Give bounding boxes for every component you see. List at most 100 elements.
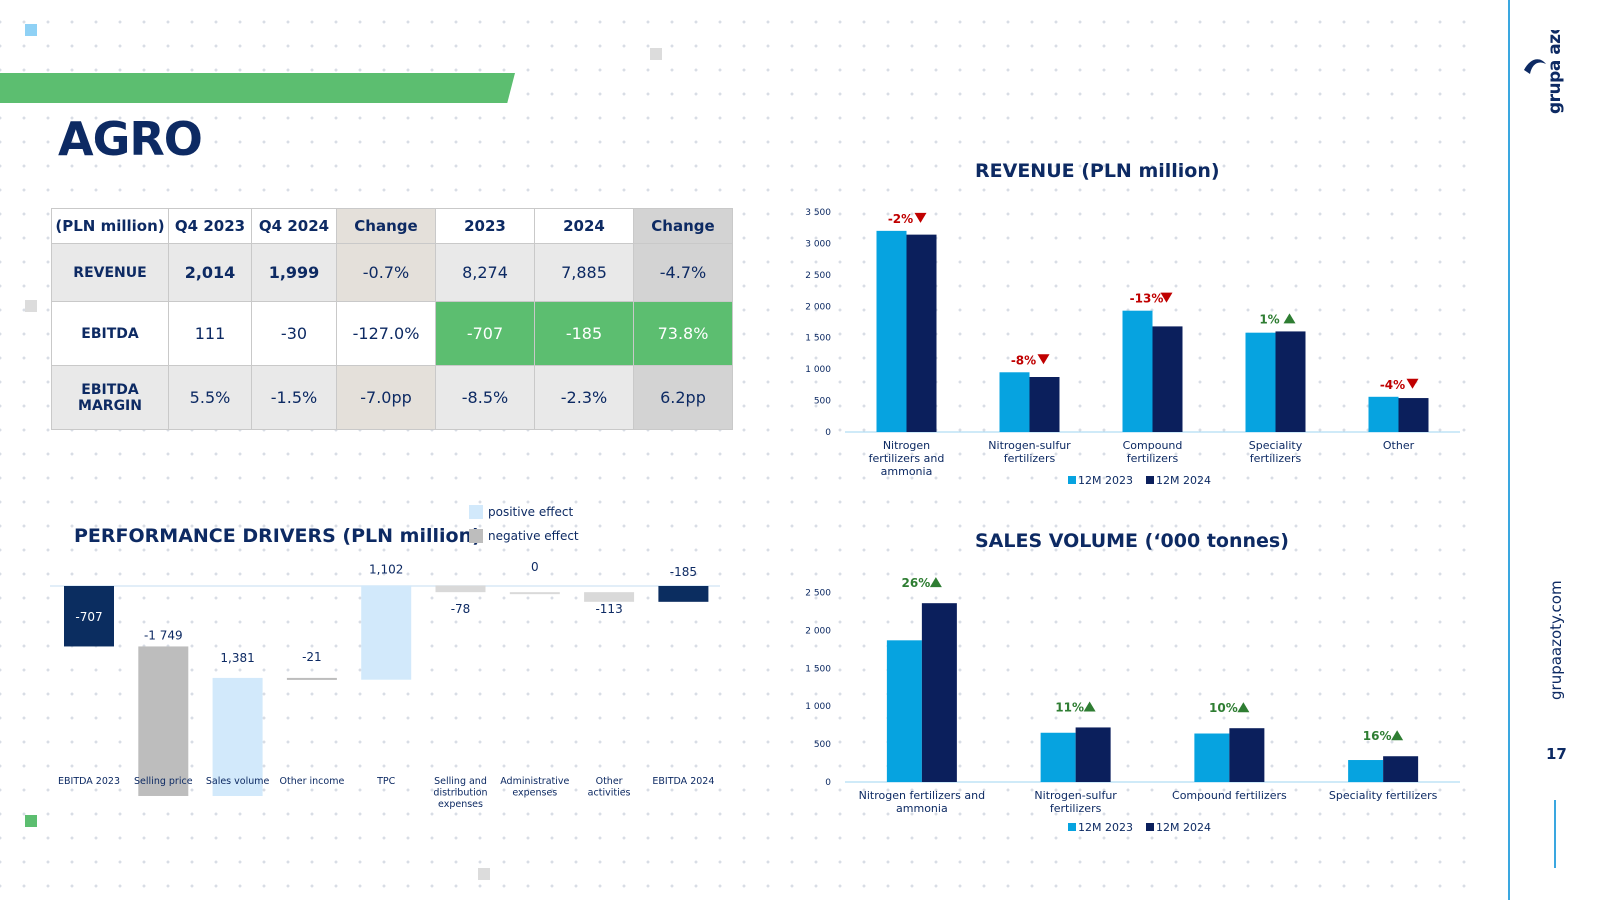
y-tick-label: 1 500 xyxy=(805,664,831,674)
page-number: 17 xyxy=(1546,745,1567,763)
decor-square xyxy=(25,815,37,827)
change-label: -2% xyxy=(888,212,913,226)
table-cell: -2.3% xyxy=(534,365,634,430)
value-label: -21 xyxy=(302,650,322,664)
decor-square xyxy=(650,48,662,60)
down-arrow-icon xyxy=(1037,354,1050,365)
page-number-line xyxy=(1554,800,1556,868)
up-arrow-icon xyxy=(929,577,942,588)
legend-swatch-positive xyxy=(469,505,483,519)
sales-volume-chart: 0 500 1 000 1 500 2 000 2 500 Nitrogen fertili… xyxy=(805,576,1460,834)
table-cell: -30 xyxy=(251,301,337,366)
up-arrow-icon xyxy=(1391,730,1404,741)
waterfall-bar xyxy=(361,585,412,680)
x-tick-label: Administrative expenses xyxy=(500,776,569,799)
table-header-cell: Q4 2024 xyxy=(251,208,337,244)
x-tick-label: Nitrogen fertilizers and ammonia xyxy=(859,789,985,815)
up-arrow-icon xyxy=(1237,702,1250,713)
x-tick-label: TPC xyxy=(376,776,396,787)
legend-label-negative: negative effect xyxy=(488,529,579,543)
table-cell: -4.7% xyxy=(633,243,733,302)
legend-label: 12M 2024 xyxy=(1156,821,1211,834)
table-header-cell: 2023 xyxy=(435,208,535,244)
change-label: 26% xyxy=(902,576,931,590)
y-tick-label: 3 500 xyxy=(805,208,831,218)
bar-12m-2023 xyxy=(1348,760,1384,782)
bar-12m-2023 xyxy=(999,372,1030,432)
legend-label: 12M 2023 xyxy=(1078,474,1133,487)
bar-12m-2024 xyxy=(1383,756,1419,782)
revenue-chart: 0 500 1 000 1 500 2 000 2 500 3 000 3 500 Nitrog… xyxy=(805,208,1460,487)
x-tick-label: Compound fertilizers xyxy=(1172,789,1287,802)
value-label: -78 xyxy=(451,602,471,616)
table-cell: 7,885 xyxy=(534,243,634,302)
waterfall-bar xyxy=(64,586,114,647)
page-title: AGRO xyxy=(58,112,203,166)
table-header-cell: Change xyxy=(336,208,436,244)
table-cell: -1.5% xyxy=(251,365,337,430)
performance-drivers-chart: -707 EBITDA 2023 -1 749 Selling price 1,381 S… xyxy=(50,560,720,810)
value-label: -707 xyxy=(75,610,102,624)
row-label: EBITDA MARGIN xyxy=(51,365,169,430)
x-tick-label: Speciality fertilizers xyxy=(1249,439,1303,465)
y-tick-label: 2 500 xyxy=(805,271,831,281)
kpi-table: (PLN million) Q4 2023 Q4 2024 Change 202… xyxy=(51,208,733,430)
table-cell: 8,274 xyxy=(435,243,535,302)
table-header-cell: (PLN million) xyxy=(51,208,169,244)
y-tick-label: 2 500 xyxy=(805,589,831,599)
volume-chart-title: SALES VOLUME (‘000 tonnes) xyxy=(975,530,1289,552)
table-cell: 5.5% xyxy=(168,365,252,430)
x-tick-label: Nitrogen-sulfur fertilizers xyxy=(1034,789,1117,815)
x-tick-label: Selling price xyxy=(134,776,193,787)
value-label: 1,102 xyxy=(369,562,403,576)
bar-12m-2023 xyxy=(876,230,907,432)
bar-12m-2024 xyxy=(1398,398,1429,432)
drivers-chart-title: PERFORMANCE DRIVERS (PLN million) xyxy=(74,525,481,547)
up-arrow-icon xyxy=(1283,313,1296,324)
decor-square xyxy=(25,24,37,36)
table-row: REVENUE 2,014 1,999 -0.7% 8,274 7,885 -4… xyxy=(51,243,733,302)
y-tick-label: 500 xyxy=(814,397,831,407)
legend-label-positive: positive effect xyxy=(488,505,574,519)
change-label: -13% xyxy=(1130,292,1164,306)
change-label: -4% xyxy=(1380,378,1405,392)
y-tick-label: 1 500 xyxy=(805,334,831,344)
table-cell: -8.5% xyxy=(435,365,535,430)
down-arrow-icon xyxy=(914,212,927,223)
x-tick-label: EBITDA 2023 xyxy=(58,776,120,787)
bar-12m-2023 xyxy=(1040,732,1076,782)
down-arrow-icon xyxy=(1160,292,1173,303)
bar-12m-2023 xyxy=(1194,733,1230,782)
waterfall-bar xyxy=(509,592,560,595)
legend-swatch xyxy=(1146,823,1154,831)
table-cell: 1,999 xyxy=(251,243,337,302)
table-cell: 2,014 xyxy=(168,243,252,302)
x-tick-label: Nitrogen-sulfur fertilizers xyxy=(988,439,1071,465)
bar-12m-2024 xyxy=(1275,331,1306,432)
grupa-azoty-logo: grupa azoty xyxy=(1524,30,1565,114)
y-tick-label: 500 xyxy=(814,740,831,750)
legend-swatch-negative xyxy=(469,529,483,543)
table-cell: -127.0% xyxy=(336,301,436,366)
table-cell: 6.2pp xyxy=(633,365,733,430)
x-tick-label: Selling and distribution expenses xyxy=(433,776,487,810)
x-tick-label: Speciality fertilizers xyxy=(1329,789,1438,802)
y-tick-label: 0 xyxy=(825,778,831,788)
header-accent-band xyxy=(0,73,515,103)
legend-label: 12M 2023 xyxy=(1078,821,1133,834)
change-label: -8% xyxy=(1011,353,1036,367)
value-label: 1,381 xyxy=(220,651,254,665)
logo-text: grupa azoty xyxy=(1545,30,1565,114)
table-cell: -0.7% xyxy=(336,243,436,302)
x-tick-label: Other activities xyxy=(588,776,631,799)
y-tick-label: 1 000 xyxy=(805,365,831,375)
x-tick-label: Sales volume xyxy=(206,776,270,787)
bar-12m-2023 xyxy=(886,640,922,782)
decor-square xyxy=(478,868,490,880)
website-url: grupaazoty.com xyxy=(1547,580,1565,700)
bar-12m-2024 xyxy=(1229,728,1265,782)
row-label: REVENUE xyxy=(51,243,169,302)
table-cell: -707 xyxy=(435,301,535,366)
up-arrow-icon xyxy=(1083,701,1096,712)
legend-swatch xyxy=(1068,476,1076,484)
